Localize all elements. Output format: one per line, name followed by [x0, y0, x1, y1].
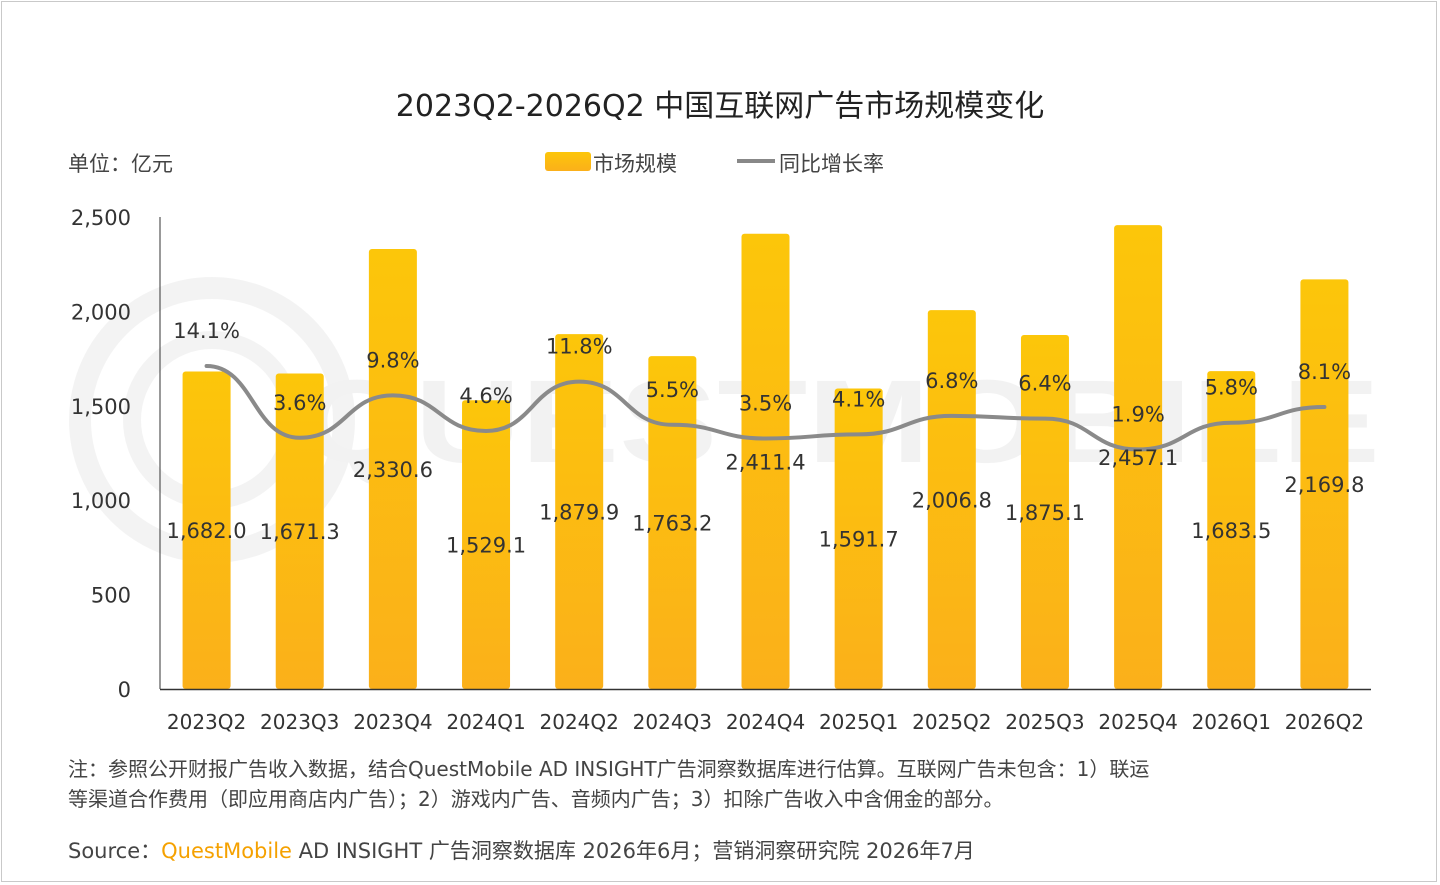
- y-tick-label: 2,000: [71, 300, 131, 324]
- bar-value-label: 1,875.1: [1005, 501, 1085, 525]
- bar: [368, 248, 417, 689]
- x-tick-label: 2025Q3: [1005, 710, 1084, 734]
- x-axis-ticks: 2023Q2 2023Q3 2023Q4 2024Q1 2024Q2 2024Q3 2024…: [167, 710, 1364, 734]
- bar-value-label: 1,879.9: [539, 501, 619, 525]
- bars: [182, 225, 1349, 690]
- bar: [648, 356, 697, 689]
- x-tick-label: 2023Q2: [167, 710, 246, 734]
- source-line: Source：QuestMobile AD INSIGHT 广告洞察数据库 20…: [68, 835, 975, 865]
- bar-value-label: 2,169.8: [1284, 473, 1364, 497]
- bar-value-labels: 1,682.0 1,671.3 2,330.6 1,529.1 1,879.9 1,763…: [166, 446, 1364, 558]
- bar: [1207, 371, 1256, 689]
- x-tick-label: 2025Q4: [1098, 710, 1177, 734]
- source-rest: AD INSIGHT 广告洞察数据库 2026年6月；营销洞察研究院 2026年…: [291, 839, 975, 863]
- y-tick-label: 0: [118, 678, 131, 702]
- y-axis-ticks: 0 500 1,000 1,500 2,000 2,500: [71, 206, 131, 702]
- bar-value-label: 1,682.0: [166, 519, 246, 543]
- source-brand: QuestMobile: [161, 839, 292, 863]
- y-tick-label: 2,500: [71, 206, 131, 230]
- bar-value-label: 2,411.4: [725, 450, 805, 474]
- growth-rate-label: 8.1%: [1298, 360, 1351, 384]
- x-tick-label: 2023Q4: [353, 710, 432, 734]
- growth-rate-label: 3.6%: [273, 391, 326, 415]
- x-tick-label: 2024Q1: [446, 710, 525, 734]
- legend-swatch-bar: [545, 152, 591, 171]
- x-tick-label: 2024Q2: [540, 710, 619, 734]
- unit-label: 单位：亿元: [68, 152, 173, 176]
- growth-rate-label: 4.6%: [459, 384, 512, 408]
- growth-rate-label: 1.9%: [1111, 402, 1164, 426]
- bar-value-label: 1,763.2: [632, 512, 712, 536]
- bar-value-label: 1,529.1: [446, 534, 526, 558]
- y-tick-label: 1,500: [71, 395, 131, 419]
- growth-rate-label: 6.8%: [925, 369, 978, 393]
- growth-rate-label: 11.8%: [546, 335, 613, 359]
- chart-title: 2023Q2-2026Q2 中国互联网广告市场规模变化: [396, 89, 1044, 124]
- bar: [275, 373, 324, 689]
- growth-rate-label: 9.8%: [366, 348, 419, 372]
- source-prefix: Source：: [68, 839, 162, 863]
- x-tick-label: 2024Q3: [633, 710, 712, 734]
- bar: [182, 371, 231, 689]
- x-tick-label: 2026Q2: [1285, 710, 1364, 734]
- bar: [834, 388, 883, 689]
- bar-value-label: 1,591.7: [819, 528, 899, 552]
- bar: [462, 400, 511, 689]
- growth-rate-labels: 14.1% 3.6% 9.8% 4.6% 11.8% 5.5% 3.5% 4.1% 6.8% 6.…: [173, 319, 1351, 426]
- growth-rate-label: 14.1%: [173, 319, 240, 343]
- growth-rate-label: 5.8%: [1205, 376, 1258, 400]
- note-line-1: 注：参照公开财报广告收入数据，结合QuestMobile AD INSIGHT广…: [68, 757, 1150, 781]
- bar-value-label: 2,457.1: [1098, 446, 1178, 470]
- growth-rate-label: 5.5%: [646, 378, 699, 402]
- bar-value-label: 2,006.8: [912, 489, 992, 513]
- growth-rate-label: 4.1%: [832, 387, 885, 411]
- legend-label-line: 同比增长率: [779, 152, 884, 176]
- bar: [927, 310, 976, 689]
- legend: 市场规模 同比增长率: [545, 152, 884, 176]
- watermark: QUESTMOBILE: [69, 277, 1380, 563]
- growth-rate-label: 6.4%: [1018, 372, 1071, 396]
- y-tick-label: 1,000: [71, 489, 131, 513]
- bar: [1020, 334, 1069, 689]
- bar: [741, 233, 790, 690]
- bar: [1300, 279, 1349, 689]
- bar-value-label: 2,330.6: [353, 458, 433, 482]
- bar-value-label: 1,683.5: [1191, 519, 1271, 543]
- y-tick-label: 500: [91, 584, 131, 608]
- growth-rate-line: [204, 363, 1327, 452]
- bar: [555, 334, 604, 689]
- x-tick-label: 2025Q1: [819, 710, 898, 734]
- x-tick-label: 2025Q2: [912, 710, 991, 734]
- bar-value-label: 1,671.3: [260, 520, 340, 544]
- growth-rate-label: 3.5%: [739, 391, 792, 415]
- bar: [1114, 225, 1163, 689]
- legend-label-bar: 市场规模: [593, 152, 677, 176]
- x-tick-label: 2026Q1: [1192, 710, 1271, 734]
- x-tick-label: 2023Q3: [260, 710, 339, 734]
- x-tick-label: 2024Q4: [726, 710, 805, 734]
- note-line-2: 等渠道合作费用（即应用商店内广告）；2）游戏内广告、音频内广告；3）扣除广告收入…: [68, 787, 1004, 811]
